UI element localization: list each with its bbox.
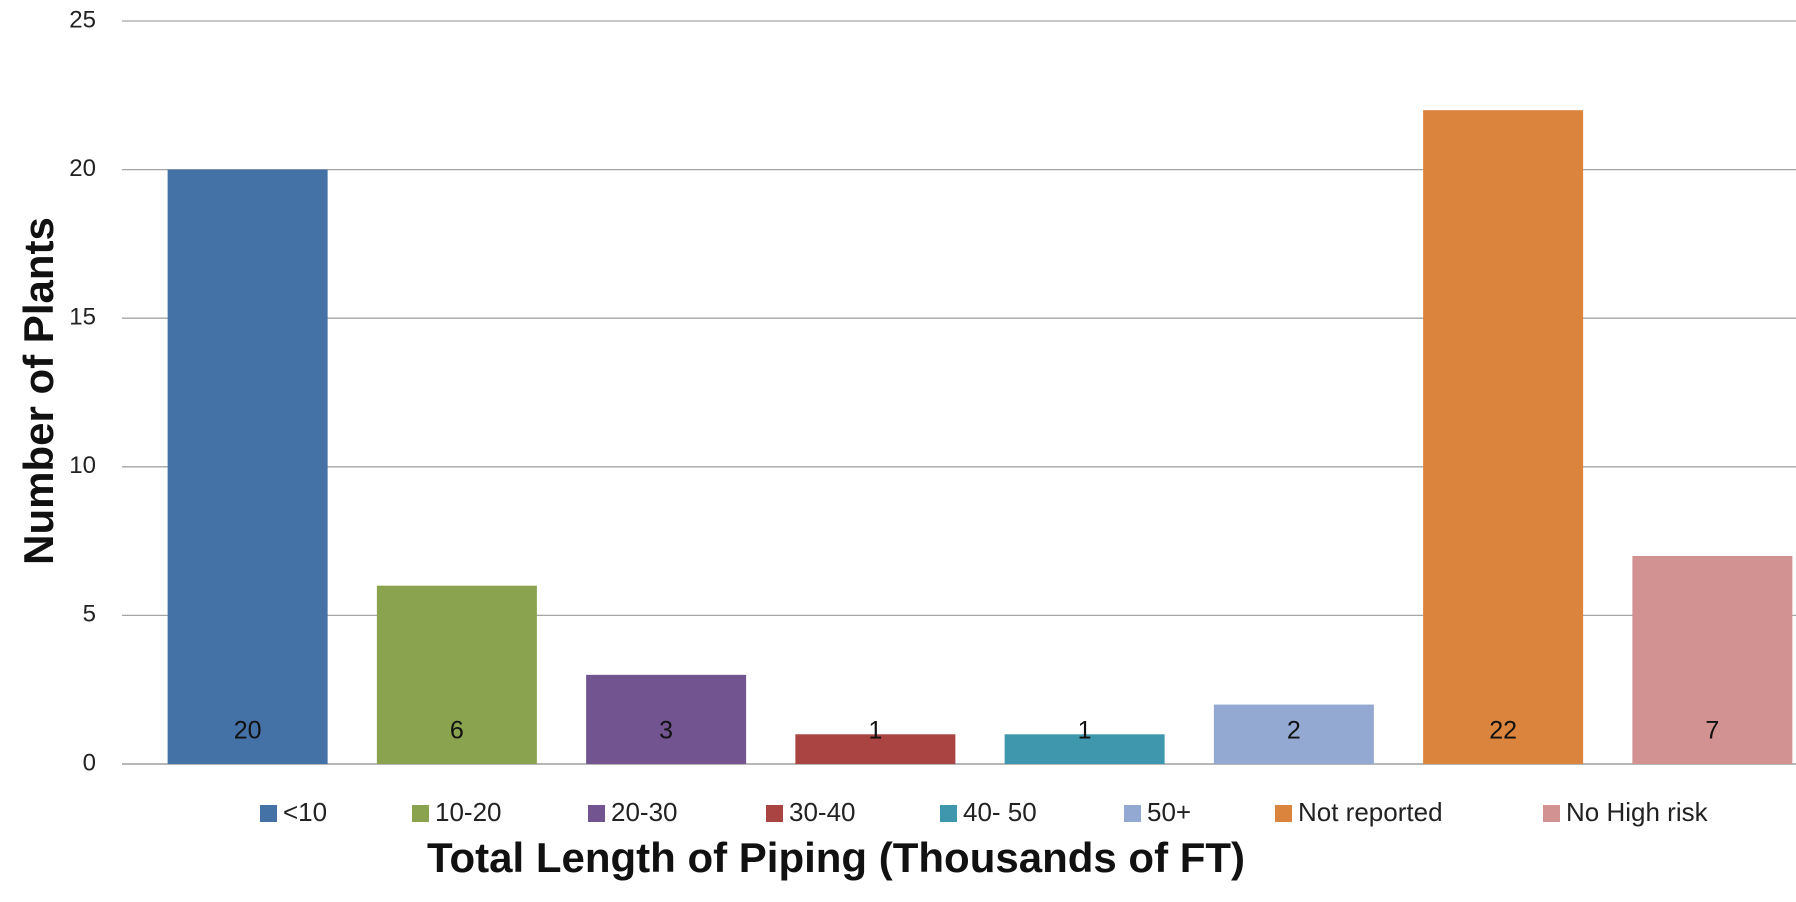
y-tick-label: 25 — [69, 6, 96, 33]
y-tick-label: 20 — [69, 155, 96, 182]
data-label: 22 — [1489, 717, 1517, 745]
legend-swatch — [1543, 805, 1560, 822]
legend: <10 10-20 20-30 30-40 40- 50 50+ Not reported N… — [260, 797, 1709, 827]
data-label: 3 — [659, 717, 673, 745]
legend-swatch — [1124, 805, 1141, 822]
legend-swatch — [588, 805, 605, 822]
data-label: 1 — [1078, 717, 1092, 745]
y-tick-label: 10 — [69, 452, 96, 479]
legend-swatch — [412, 805, 429, 822]
data-label: 7 — [1705, 717, 1719, 745]
legend-label: Not reported — [1298, 797, 1443, 827]
legend-swatch — [766, 805, 783, 822]
legend-swatch — [940, 805, 957, 822]
x-axis-title: Total Length of Piping (Thousands of FT) — [427, 834, 1245, 881]
y-axis-title: Number of Plants — [15, 217, 62, 565]
legend-label: 20-30 — [611, 797, 678, 827]
legend-label: <10 — [283, 797, 327, 827]
y-tick-label: 5 — [83, 601, 96, 628]
data-label: 6 — [450, 717, 464, 745]
bars — [167, 110, 1793, 765]
legend-label: 40- 50 — [963, 797, 1037, 827]
bar — [795, 734, 956, 764]
legend-swatch — [260, 805, 277, 822]
data-label: 20 — [234, 717, 262, 745]
data-label: 1 — [868, 717, 882, 745]
y-tick-labels: 0 5 10 15 20 25 — [69, 6, 96, 776]
y-tick-label: 15 — [69, 304, 96, 331]
bar — [1004, 734, 1165, 764]
bar — [1632, 555, 1793, 764]
bar — [586, 674, 747, 764]
data-labels: 20 6 3 1 1 2 22 7 — [234, 717, 1720, 745]
data-label: 2 — [1287, 717, 1301, 745]
bar — [1423, 110, 1584, 764]
legend-label: 30-40 — [789, 797, 856, 827]
legend-label: 10-20 — [435, 797, 502, 827]
bar — [167, 169, 328, 765]
y-tick-label: 0 — [83, 749, 96, 776]
bar — [1213, 704, 1374, 764]
legend-swatch — [1275, 805, 1292, 822]
bar — [376, 585, 537, 764]
legend-label: 50+ — [1147, 797, 1191, 827]
legend-label: No High risk — [1566, 797, 1709, 827]
